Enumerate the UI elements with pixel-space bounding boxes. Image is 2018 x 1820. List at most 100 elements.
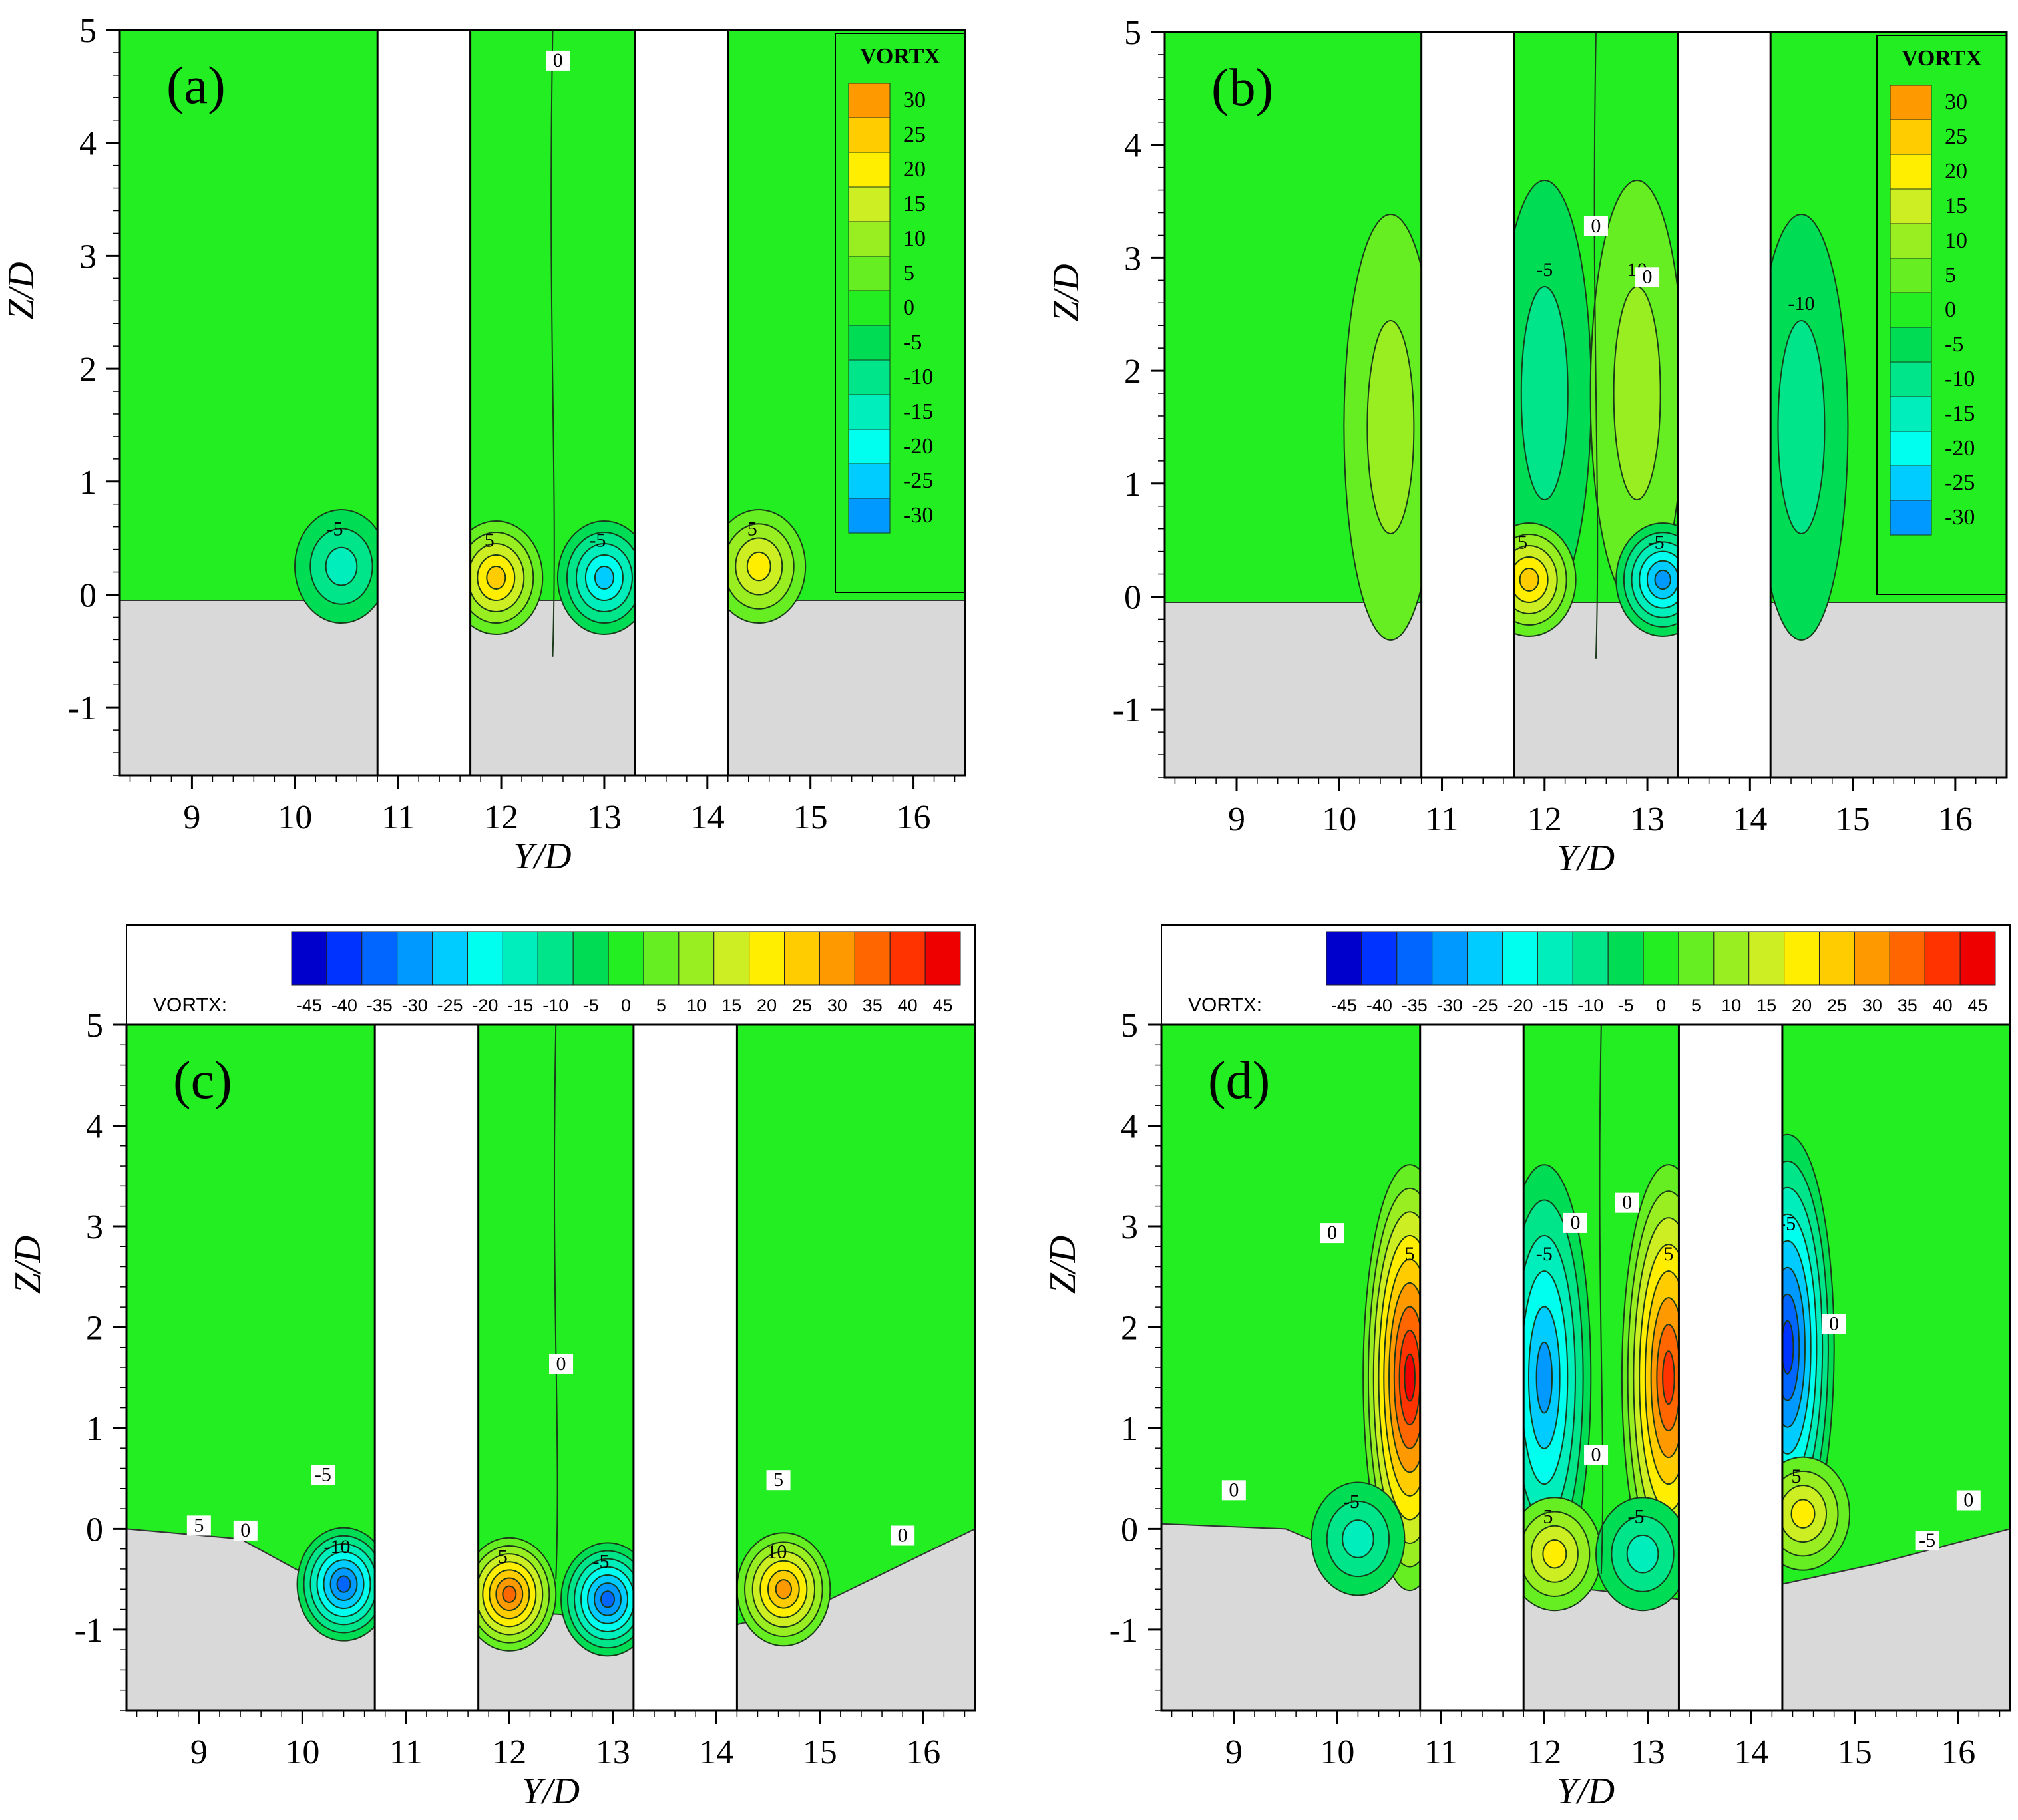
x-tick-label: 10	[285, 1733, 319, 1771]
x-tick-label: 10	[1320, 1733, 1354, 1771]
contour-label-bg	[546, 50, 570, 71]
x-tick-label: 14	[1732, 801, 1767, 838]
contour-label: -5	[1343, 1491, 1360, 1513]
legend-swatch	[1890, 465, 1932, 501]
y-tick-label: 4	[86, 1107, 103, 1145]
contour-label: 5	[1543, 1505, 1553, 1527]
legend-level: 40	[1933, 996, 1953, 1015]
contour-label: 0	[1643, 266, 1653, 287]
legend-level: -10	[1577, 996, 1603, 1015]
x-tick-label: 16	[897, 799, 931, 836]
contour-band	[594, 566, 614, 590]
y-tick-label: 1	[1121, 1410, 1138, 1448]
contour-label-bg	[233, 1520, 258, 1541]
legend-swatch	[1890, 188, 1932, 224]
x-tick-label: 12	[484, 799, 518, 836]
y-tick-label: 0	[1124, 578, 1141, 616]
vortex-blob: 5	[711, 509, 807, 624]
vortex-blob: -5	[294, 509, 389, 624]
vortex-blob: -5	[1311, 1481, 1406, 1596]
x-tick-label: 12	[1527, 1733, 1561, 1771]
legend-level: -20	[1507, 996, 1533, 1015]
legend-level: 45	[933, 996, 953, 1015]
legend-swatch	[326, 931, 363, 986]
x-tick-label: 14	[1734, 1733, 1768, 1771]
contour-band	[1542, 1539, 1567, 1569]
legend-level: 0	[621, 996, 631, 1015]
y-tick-label: 3	[1124, 240, 1141, 277]
legend-swatch	[1854, 931, 1890, 986]
contour-label: -10	[324, 1536, 351, 1558]
contour-band	[1790, 1499, 1816, 1529]
contour-band	[1613, 286, 1661, 501]
panel-b: -510-105-500VORTX302520151050-5-10-15-20…	[1046, 14, 2008, 879]
legend-swatch	[1959, 931, 1996, 986]
y-axis-label: Z/D	[1, 262, 42, 319]
contour-label: 0	[553, 49, 563, 71]
y-tick-label: -1	[1110, 1612, 1138, 1650]
legend-swatch	[1890, 361, 1932, 397]
legend-swatch	[848, 359, 891, 395]
contour-label: -5	[315, 1464, 331, 1486]
legend-level: 15	[903, 192, 926, 216]
legend-title: VORTX	[1902, 46, 1982, 71]
legend-level: -30	[1437, 996, 1463, 1015]
legend-level: -40	[331, 996, 357, 1015]
legend-swatch	[1890, 85, 1932, 120]
contour-label-bg	[549, 1354, 574, 1374]
x-tick-label: 14	[699, 1733, 733, 1771]
legend-swatch	[1924, 931, 1961, 986]
y-tick-label: 5	[79, 12, 97, 50]
legend-swatch	[848, 429, 891, 464]
legend-level: -30	[903, 503, 933, 528]
zero-contour-line	[1599, 1025, 1604, 1574]
y-tick-label: -1	[68, 689, 97, 727]
legend-swatch	[1890, 223, 1932, 259]
legend-swatch	[537, 931, 574, 986]
legend-level: 25	[792, 996, 812, 1015]
y-tick-label: 1	[1124, 466, 1141, 504]
contour-label: -5	[1628, 1505, 1645, 1527]
legend-swatch	[397, 931, 433, 986]
legend-swatch	[749, 931, 785, 986]
legend-swatch	[848, 117, 891, 153]
x-axis-label: Y/D	[513, 836, 571, 877]
x-tick-label: 15	[1838, 1733, 1872, 1771]
x-tick-label: 10	[278, 799, 312, 836]
legend-level: -15	[1945, 401, 1975, 426]
y-axis-label: Z/D	[1042, 1236, 1084, 1294]
contour-band	[746, 551, 771, 582]
legend-swatch	[1678, 931, 1715, 986]
contour-band	[1404, 1353, 1416, 1402]
contour-label: 5	[1405, 1243, 1415, 1265]
plot-area: -5 10 -10 5 -5 0 0	[1165, 32, 2007, 777]
contour-label-bg	[1615, 1192, 1639, 1213]
contour-band	[336, 1575, 351, 1593]
plot-area: -5 5 -5 5 0	[120, 30, 965, 775]
panel-label: (c)	[173, 1051, 232, 1110]
legend-level: 5	[1945, 263, 1956, 287]
legend-level: -10	[1945, 367, 1975, 391]
legend-level: -15	[903, 399, 933, 424]
contour-label: 10	[767, 1541, 787, 1562]
y-tick-label: 5	[86, 1007, 103, 1045]
contour-label-bg	[1915, 1531, 1939, 1551]
legend-swatch	[848, 186, 891, 222]
x-tick-label: 16	[1938, 801, 1973, 838]
contour-label: 5	[1663, 1243, 1673, 1265]
vortex-blob: -5	[560, 1542, 656, 1657]
legend-swatch	[1784, 931, 1820, 986]
legend-swatch	[1819, 931, 1855, 986]
legend-level: -15	[1542, 996, 1568, 1015]
vortex-blob: -5	[1595, 1497, 1691, 1612]
legend-swatch	[1890, 119, 1932, 155]
legend-swatch	[1607, 931, 1644, 986]
contour-band	[1662, 1350, 1675, 1405]
legend-swatch	[1890, 396, 1932, 432]
y-tick-label: 3	[1121, 1208, 1138, 1246]
legend-swatch	[608, 931, 644, 986]
legend-level: 10	[1721, 996, 1741, 1015]
pile-2	[1677, 1025, 1784, 1710]
